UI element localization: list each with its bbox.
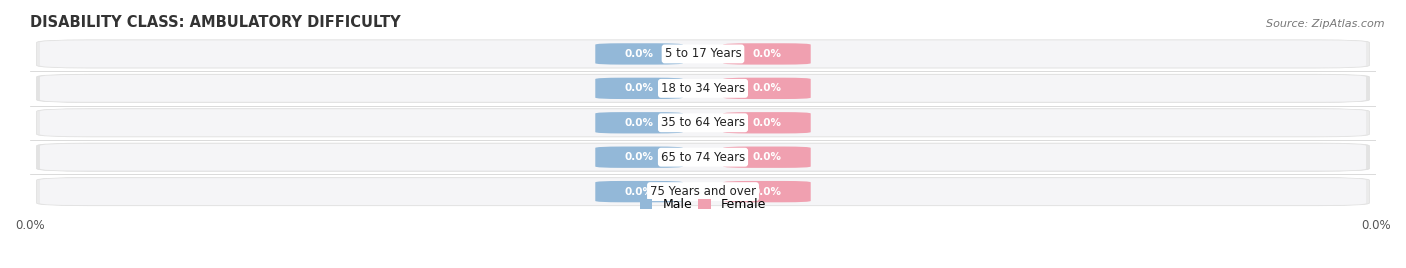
- Text: 75 Years and over: 75 Years and over: [650, 185, 756, 198]
- Text: 18 to 34 Years: 18 to 34 Years: [661, 82, 745, 95]
- Text: 0.0%: 0.0%: [752, 118, 782, 128]
- FancyBboxPatch shape: [723, 147, 811, 168]
- Text: 35 to 64 Years: 35 to 64 Years: [661, 116, 745, 129]
- FancyBboxPatch shape: [723, 112, 811, 133]
- FancyBboxPatch shape: [595, 147, 683, 168]
- FancyBboxPatch shape: [39, 144, 1367, 171]
- FancyBboxPatch shape: [37, 40, 1369, 68]
- FancyBboxPatch shape: [595, 181, 683, 202]
- FancyBboxPatch shape: [37, 74, 1369, 102]
- FancyBboxPatch shape: [595, 112, 683, 133]
- Text: 0.0%: 0.0%: [624, 49, 654, 59]
- Text: 0.0%: 0.0%: [624, 187, 654, 197]
- Text: 0.0%: 0.0%: [752, 187, 782, 197]
- FancyBboxPatch shape: [723, 78, 811, 99]
- Text: 5 to 17 Years: 5 to 17 Years: [665, 47, 741, 60]
- Text: 0.0%: 0.0%: [624, 152, 654, 162]
- Text: Source: ZipAtlas.com: Source: ZipAtlas.com: [1267, 19, 1385, 29]
- Text: 65 to 74 Years: 65 to 74 Years: [661, 151, 745, 164]
- FancyBboxPatch shape: [37, 109, 1369, 137]
- Text: 0.0%: 0.0%: [624, 83, 654, 93]
- Text: 0.0%: 0.0%: [624, 118, 654, 128]
- Text: 0.0%: 0.0%: [752, 83, 782, 93]
- Text: DISABILITY CLASS: AMBULATORY DIFFICULTY: DISABILITY CLASS: AMBULATORY DIFFICULTY: [30, 15, 401, 30]
- FancyBboxPatch shape: [39, 40, 1367, 67]
- FancyBboxPatch shape: [37, 143, 1369, 171]
- FancyBboxPatch shape: [39, 109, 1367, 136]
- FancyBboxPatch shape: [595, 43, 683, 65]
- FancyBboxPatch shape: [39, 178, 1367, 205]
- FancyBboxPatch shape: [723, 181, 811, 202]
- Legend: Male, Female: Male, Female: [636, 193, 770, 216]
- Text: 0.0%: 0.0%: [752, 152, 782, 162]
- FancyBboxPatch shape: [595, 78, 683, 99]
- Text: 0.0%: 0.0%: [752, 49, 782, 59]
- FancyBboxPatch shape: [723, 43, 811, 65]
- FancyBboxPatch shape: [37, 177, 1369, 206]
- FancyBboxPatch shape: [39, 75, 1367, 102]
